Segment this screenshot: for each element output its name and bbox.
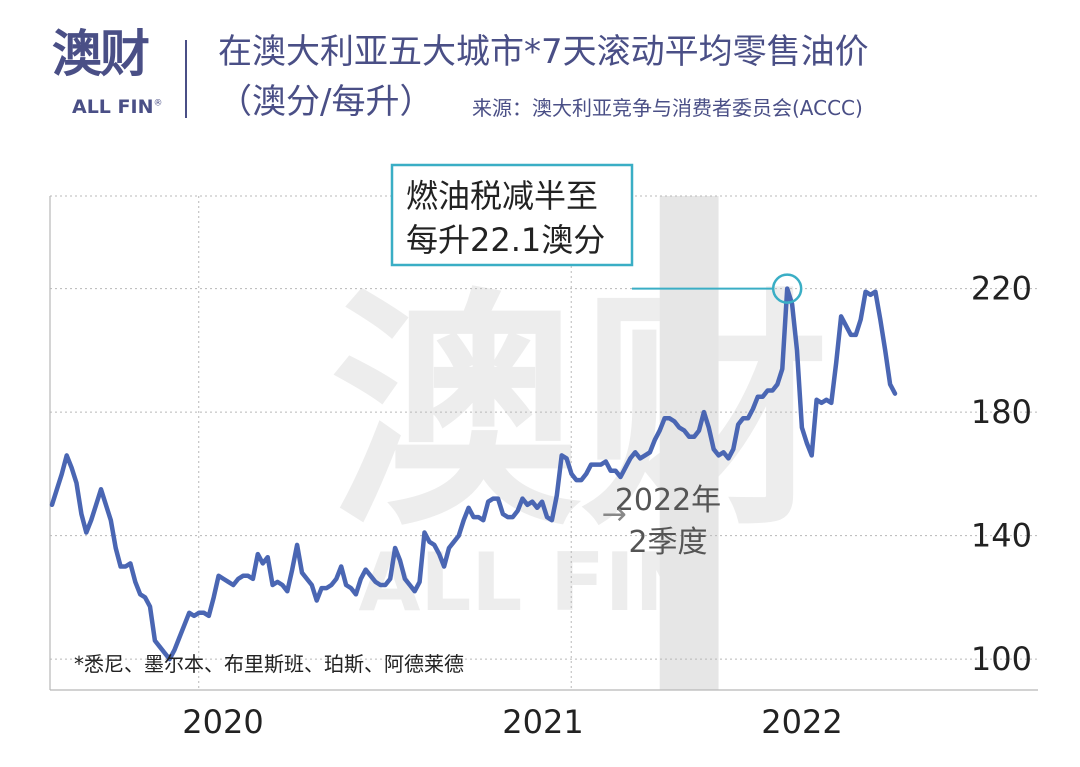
grid-lines xyxy=(49,195,1038,691)
x-axis-ticks: 2020 2021 2022 xyxy=(182,703,842,741)
brand-logo-en: ALL FIN® xyxy=(72,96,162,118)
x-tick-label: 2022 xyxy=(761,703,842,741)
series-line xyxy=(49,286,898,662)
watermark-text-en: ALL FIN xyxy=(358,536,701,629)
y-axis-ticks: 100 140 180 220 xyxy=(971,270,1032,679)
y-tick-label: 140 xyxy=(971,517,1032,555)
y-tick-label: 180 xyxy=(971,393,1032,431)
annotation-text-line1: 燃油税减半至 xyxy=(406,177,598,215)
shaded-region-label-line1: 2022年 xyxy=(615,483,721,518)
chart-unit: （澳分/每升） xyxy=(218,82,434,122)
x-tick-label: 2020 xyxy=(182,703,263,741)
annotation: 燃油税减半至 每升22.1澳分 xyxy=(390,163,803,304)
annotation-marker xyxy=(771,273,803,304)
shaded-quarter-region xyxy=(659,196,719,690)
header-divider xyxy=(185,40,187,118)
annotation-text-line2: 每升22.1澳分 xyxy=(406,221,605,259)
watermark: 澳财 ALL FIN xyxy=(330,268,830,629)
brand-logo: 澳财 xyxy=(52,25,150,83)
footnote: *悉尼、墨尔本、布里斯班、珀斯、阿德莱德 xyxy=(74,652,464,676)
header: 澳财 ALL FIN® 在澳大利亚五大城市*7天滚动平均零售油价 （澳分/每升）… xyxy=(0,0,1080,140)
shaded-region-label: 2022年 2季度 → xyxy=(602,483,721,560)
registered-mark: ® xyxy=(153,98,163,109)
brand-name-en: ALL FIN xyxy=(72,96,154,118)
x-tick-label: 2021 xyxy=(502,703,583,741)
arrow-right-icon: → xyxy=(602,497,627,532)
y-tick-label: 100 xyxy=(971,640,1032,678)
chart-source: 来源：澳大利亚竞争与消费者委员会(ACCC) xyxy=(472,96,863,120)
annotation-box xyxy=(390,163,634,267)
y-tick-label: 220 xyxy=(971,270,1032,308)
watermark-text-cn: 澳财 xyxy=(330,268,830,559)
chart-title: 在澳大利亚五大城市*7天滚动平均零售油价 xyxy=(218,32,869,72)
shaded-region-label-line2: 2季度 xyxy=(628,525,707,560)
